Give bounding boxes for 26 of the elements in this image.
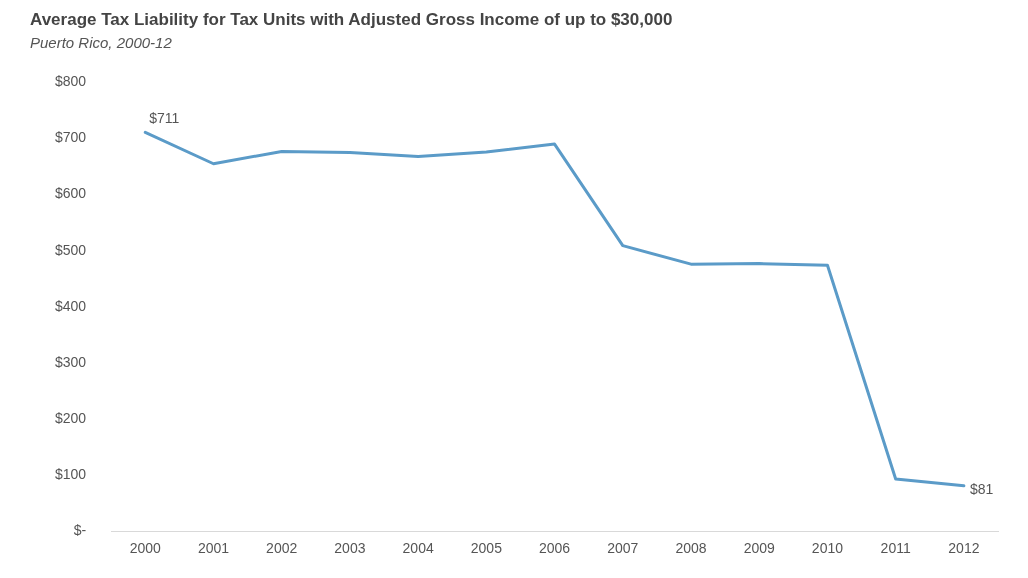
y-tick-label: $- [73, 522, 87, 539]
y-tick-label: $500 [54, 241, 87, 258]
x-tick-label: 2001 [197, 540, 230, 557]
x-tick-label: 2008 [675, 540, 707, 557]
chart-subtitle: Puerto Rico, 2000-12 [30, 33, 173, 51]
x-tick-label: 2012 [948, 540, 980, 557]
y-tick-label: $800 [54, 73, 87, 90]
chart-title: Average Tax Liability for Tax Units with Adjusted Gross Income of up to $30,000 [30, 9, 673, 29]
x-tick-label: 2003 [334, 540, 366, 557]
y-tick-label: $300 [54, 353, 87, 370]
data-label: $81 [969, 480, 994, 497]
y-tick-label: $100 [54, 465, 87, 482]
y-tick-label: $400 [54, 297, 87, 314]
y-tick-label: $700 [54, 129, 87, 146]
x-tick-label: 2000 [129, 540, 162, 557]
x-tick-label: 2002 [266, 540, 298, 557]
x-tick-label: 2010 [811, 540, 844, 557]
y-tick-label: $600 [54, 185, 87, 202]
x-tick-label: 2007 [607, 540, 639, 557]
x-tick-label: 2011 [880, 540, 911, 557]
x-tick-label: 2006 [538, 540, 571, 557]
x-tick-label: 2004 [402, 540, 434, 557]
x-tick-label: 2009 [743, 540, 776, 557]
y-tick-label: $200 [54, 409, 87, 426]
data-label: $711 [149, 110, 180, 127]
x-tick-label: 2005 [470, 540, 503, 557]
